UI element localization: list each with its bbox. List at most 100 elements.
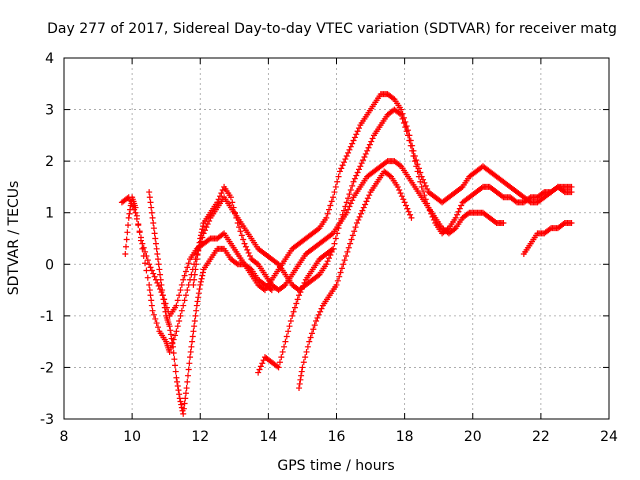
data-point-marker xyxy=(390,95,397,102)
data-point-marker xyxy=(155,324,162,331)
data-point-marker xyxy=(327,202,334,209)
data-point-marker xyxy=(146,281,153,288)
data-point-marker xyxy=(355,125,362,132)
data-point-marker xyxy=(346,146,353,153)
data-point-marker xyxy=(151,230,158,237)
data-point-marker xyxy=(404,205,411,212)
data-point-marker xyxy=(289,312,296,319)
data-point-marker xyxy=(418,183,425,190)
data-point-marker xyxy=(350,178,357,185)
data-point-marker xyxy=(185,366,192,373)
data-point-marker xyxy=(328,198,335,205)
data-point-marker xyxy=(159,292,166,299)
data-point-marker xyxy=(180,410,187,417)
data-point-marker xyxy=(126,210,133,217)
data-point-marker xyxy=(291,304,298,311)
data-point-marker xyxy=(199,226,206,233)
data-point-marker xyxy=(144,274,151,281)
data-point-marker xyxy=(303,348,310,355)
data-point-marker xyxy=(194,298,201,305)
data-point-marker xyxy=(234,220,241,227)
data-point-marker xyxy=(218,190,225,197)
data-point-marker xyxy=(304,343,311,350)
data-point-marker xyxy=(366,192,373,199)
data-point-marker xyxy=(310,326,317,333)
data-point-marker xyxy=(356,213,363,220)
data-point-marker xyxy=(315,311,322,318)
data-point-marker xyxy=(184,378,191,385)
data-point-marker xyxy=(568,183,575,190)
data-point-marker xyxy=(173,328,180,335)
data-point-marker xyxy=(171,356,178,363)
data-point-marker xyxy=(346,191,353,198)
data-point-marker xyxy=(236,224,243,231)
data-point-marker xyxy=(313,318,320,325)
data-point-marker xyxy=(360,204,367,211)
data-point-marker xyxy=(156,266,163,273)
data-point-marker xyxy=(413,163,420,170)
y-tick-label: 3 xyxy=(45,103,54,119)
data-point-marker xyxy=(160,296,167,303)
data-point-marker xyxy=(191,323,198,330)
data-point-marker xyxy=(294,296,301,303)
data-point-marker xyxy=(191,276,198,283)
data-point-marker xyxy=(281,282,288,289)
data-point-marker xyxy=(400,196,407,203)
data-point-marker xyxy=(286,323,293,330)
data-point-marker xyxy=(283,333,290,340)
data-point-marker xyxy=(330,245,337,252)
data-point-marker xyxy=(189,333,196,340)
data-point-marker xyxy=(360,157,367,164)
y-axis: -3 -2 -1 0 1 2 3 4 xyxy=(40,51,609,428)
data-point-marker xyxy=(180,405,187,412)
data-point-marker xyxy=(123,236,130,243)
data-point-marker xyxy=(137,237,144,244)
data-point-marker xyxy=(296,292,303,299)
data-point-marker xyxy=(267,286,274,293)
data-point-marker xyxy=(242,243,249,250)
data-point-marker xyxy=(172,368,179,375)
data-point-marker xyxy=(193,261,200,268)
data-point-marker xyxy=(162,308,169,315)
x-tick-label: 24 xyxy=(600,429,618,445)
data-point-marker xyxy=(255,369,262,376)
data-point-marker xyxy=(315,272,322,279)
x-tick-label: 16 xyxy=(328,429,346,445)
data-point-marker xyxy=(278,354,285,361)
data-point-marker xyxy=(408,214,415,221)
data-point-marker xyxy=(245,249,252,256)
data-point-marker xyxy=(184,264,191,271)
data-point-marker xyxy=(233,260,240,267)
data-point-marker xyxy=(415,173,422,180)
data-point-marker xyxy=(394,183,401,190)
data-point-marker xyxy=(354,128,361,135)
data-point-marker xyxy=(512,198,519,205)
data-point-marker xyxy=(350,137,357,144)
data-point-marker xyxy=(148,204,155,211)
data-point-marker xyxy=(317,308,324,315)
data-point-marker xyxy=(152,240,159,247)
data-point-marker xyxy=(190,281,197,288)
data-point-marker xyxy=(136,229,143,236)
data-point-marker xyxy=(158,281,165,288)
data-point-marker xyxy=(189,338,196,345)
data-point-marker xyxy=(546,226,553,233)
data-point-marker xyxy=(347,200,354,207)
data-point-marker xyxy=(347,187,354,194)
data-point-marker xyxy=(150,220,157,227)
data-point-marker xyxy=(297,376,304,383)
data-point-marker xyxy=(198,275,205,282)
data-point-marker xyxy=(150,311,157,318)
data-point-marker xyxy=(149,214,156,221)
data-point-marker xyxy=(184,287,191,294)
data-point-marker xyxy=(193,256,200,263)
data-point-marker xyxy=(173,374,180,381)
data-point-marker xyxy=(147,264,154,271)
data-point-marker xyxy=(147,292,154,299)
data-point-marker xyxy=(413,157,420,164)
data-point-marker xyxy=(190,328,197,335)
data-point-marker xyxy=(308,330,315,337)
data-point-marker xyxy=(199,223,206,230)
data-point-marker xyxy=(397,190,404,197)
data-point-marker xyxy=(170,343,176,350)
